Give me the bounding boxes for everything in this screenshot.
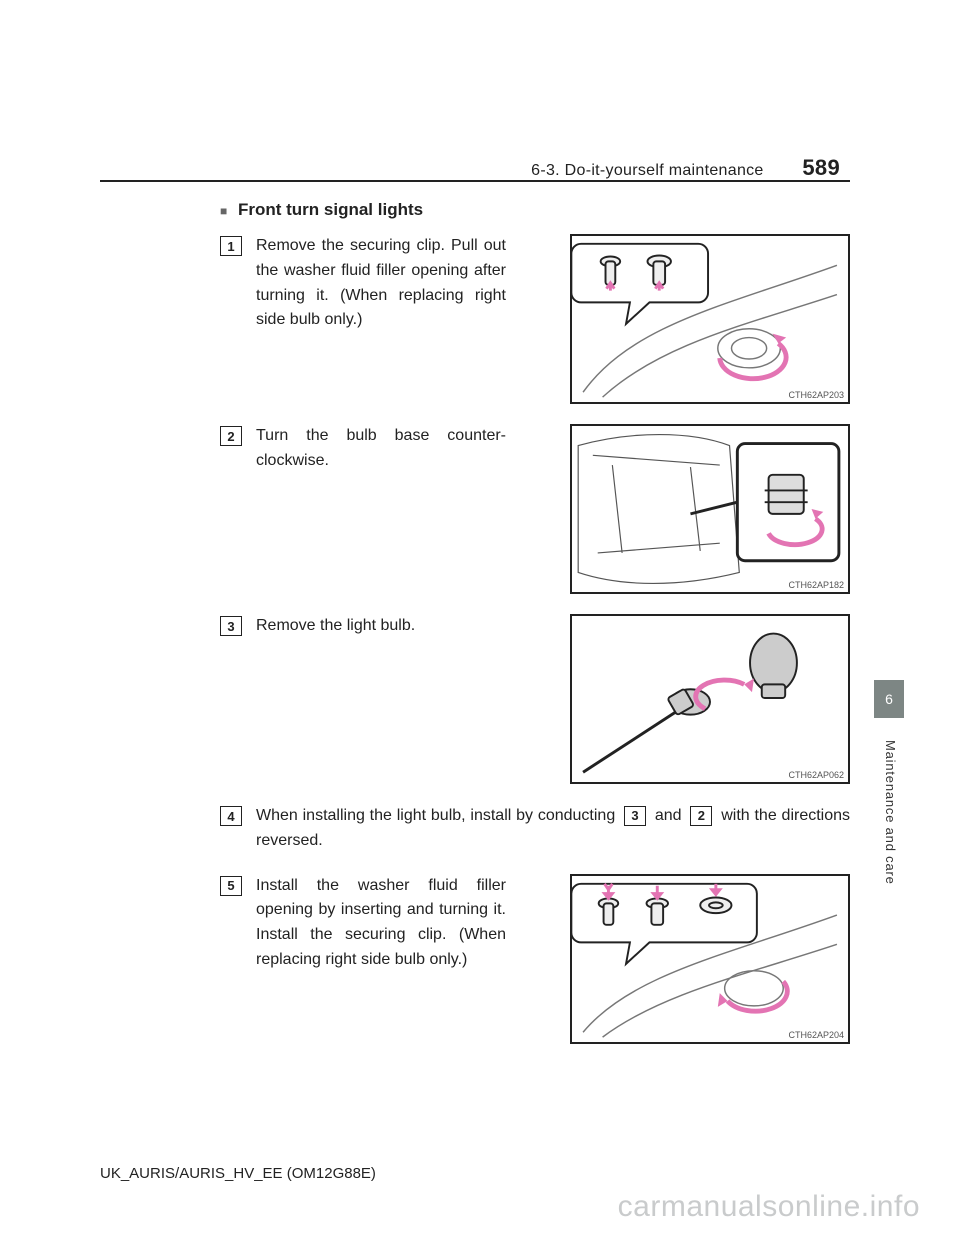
section-title: 6-3. Do-it-yourself maintenance [531,162,764,179]
figure-label: CTH62AP182 [788,580,844,590]
footer-code: UK_AURIS/AURIS_HV_EE (OM12G88E) [100,1165,376,1182]
content-body: ■ Front turn signal lights 1 Remove the … [150,200,850,1044]
subheading: ■ Front turn signal lights [220,200,850,220]
step-2: 2 Turn the bulb base counter-clockwise. [220,424,850,594]
subheading-text: Front turn signal lights [238,200,423,219]
clip-install-icon [572,876,848,1042]
step-text: When installing the light bulb, install … [256,804,850,854]
remove-bulb-icon [572,616,848,782]
inline-ref-box: 3 [624,806,646,826]
step-text: Remove the securing clip. Pull out the w… [256,234,506,333]
figure-1: CTH62AP203 [570,234,850,404]
chapter-tab: 6 [874,680,904,718]
step-5: 5 Install the washer fluid filler openin… [220,874,850,1044]
step-text: Turn the bulb base counter-clockwise. [256,424,506,474]
running-header: 6-3. Do-it-yourself maintenance 589 [531,155,840,181]
figure-3: CTH62AP062 [570,614,850,784]
figure-2: CTH62AP182 [570,424,850,594]
step-4: 4 When installing the light bulb, instal… [220,804,850,854]
figure-label: CTH62AP204 [788,1030,844,1040]
step-text: Remove the light bulb. [256,614,506,639]
step-number-box: 2 [220,426,242,446]
page-number: 589 [802,155,840,180]
step-4-mid: and [655,807,687,824]
inline-ref-box: 2 [690,806,712,826]
figure-label: CTH62AP062 [788,770,844,780]
step-3: 3 Remove the light bulb. CTH62AP062 [220,614,850,784]
step-number-box: 1 [220,236,242,256]
chapter-tab-number: 6 [885,691,893,707]
header-rule [100,180,850,182]
page: 6-3. Do-it-yourself maintenance 589 ■ Fr… [0,0,960,1242]
step-1: 1 Remove the securing clip. Pull out the… [220,234,850,404]
step-number-box: 3 [220,616,242,636]
figure-5: CTH62AP204 [570,874,850,1044]
chapter-side-label: Maintenance and care [883,740,898,885]
step-number-box: 4 [220,806,242,826]
bulb-base-icon [572,426,848,592]
step-number-box: 5 [220,876,242,896]
step-text: Install the washer fluid filler opening … [256,874,506,973]
clip-removal-icon [572,236,848,402]
step-4-pre: When installing the light bulb, install … [256,807,620,824]
square-bullet-icon: ■ [220,204,227,218]
figure-label: CTH62AP203 [788,390,844,400]
watermark: carmanualsonline.info [618,1190,920,1224]
